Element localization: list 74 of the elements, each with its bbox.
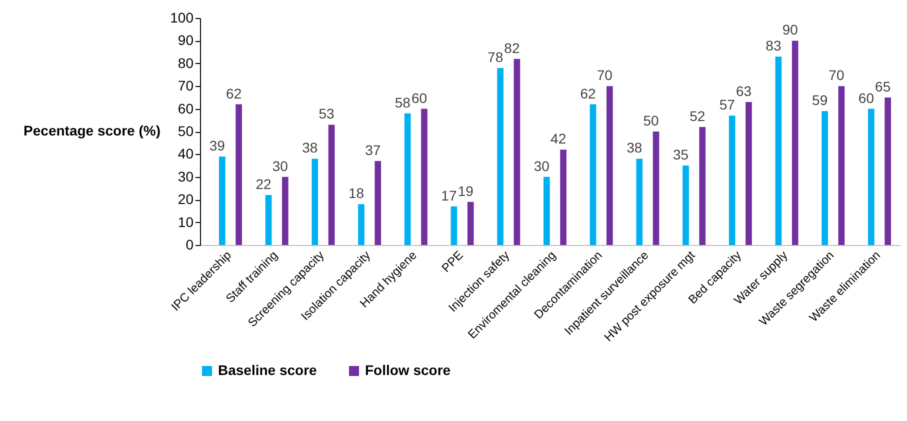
y-tick-label: 90 — [178, 32, 194, 48]
bar — [636, 158, 643, 245]
data-label: 63 — [736, 82, 752, 99]
bar — [467, 202, 474, 245]
bar — [265, 195, 272, 245]
data-label: 60 — [411, 90, 428, 106]
data-label: 50 — [643, 112, 660, 128]
data-label: 62 — [580, 85, 596, 102]
y-tick-label: 100 — [170, 10, 194, 26]
data-label: 37 — [365, 142, 381, 158]
data-label: 35 — [672, 146, 689, 163]
bar — [374, 161, 382, 245]
data-label: 42 — [550, 130, 566, 147]
y-tick-label: 60 — [178, 100, 194, 116]
data-label: 39 — [209, 137, 226, 154]
y-tick-label: 0 — [186, 236, 194, 252]
bar — [219, 156, 226, 245]
data-label: 22 — [256, 176, 272, 192]
bar — [312, 158, 318, 245]
data-label: 53 — [318, 106, 335, 122]
y-tick-label: 20 — [178, 191, 194, 208]
bar — [358, 204, 364, 245]
bar — [868, 108, 874, 245]
data-label: 70 — [828, 67, 844, 84]
bar — [544, 176, 550, 245]
y-tick-label: 50 — [178, 123, 194, 139]
y-tick-label: 10 — [178, 214, 194, 230]
bar — [838, 86, 845, 245]
data-label: 65 — [875, 78, 891, 94]
bar — [328, 124, 335, 245]
data-label: 19 — [458, 182, 474, 199]
bar — [236, 104, 242, 245]
data-label: 78 — [488, 48, 504, 65]
data-label: 52 — [690, 108, 706, 124]
data-label: 83 — [766, 38, 782, 54]
data-label: 30 — [272, 158, 288, 174]
data-label: 59 — [812, 92, 828, 108]
bar — [699, 126, 706, 245]
legend-label: Baseline score — [218, 362, 318, 378]
bar — [606, 86, 613, 245]
data-label: 62 — [226, 85, 242, 102]
data-label: 58 — [394, 94, 411, 110]
y-tick-label: 40 — [178, 146, 194, 162]
data-label: 17 — [441, 187, 457, 204]
bar — [728, 116, 736, 245]
bar — [884, 97, 891, 245]
legend-label: Follow score — [365, 362, 451, 378]
data-label: 38 — [302, 140, 318, 156]
y-axis-title: Pecentage score (%) — [24, 122, 160, 138]
y-tick-label: 70 — [178, 78, 194, 94]
data-label: 90 — [782, 22, 798, 38]
bar — [682, 166, 689, 245]
bar — [746, 102, 752, 245]
bar — [514, 58, 520, 245]
data-label: 57 — [719, 96, 736, 113]
bar — [775, 56, 782, 245]
bar — [560, 150, 566, 245]
data-label: 60 — [858, 90, 874, 106]
bar — [652, 132, 660, 245]
bar — [450, 206, 458, 245]
bar — [822, 111, 828, 245]
data-label: 30 — [534, 158, 550, 174]
bar — [497, 68, 504, 245]
bar — [282, 176, 288, 245]
bar — [421, 108, 428, 245]
bar — [792, 40, 798, 245]
y-tick-label: 80 — [178, 54, 194, 71]
bar — [404, 113, 411, 245]
data-label: 18 — [348, 185, 364, 202]
y-tick-label: 30 — [178, 168, 194, 184]
data-label: 82 — [504, 40, 520, 56]
data-label: 70 — [596, 67, 613, 84]
data-label: 38 — [626, 140, 642, 156]
bar — [590, 104, 596, 245]
